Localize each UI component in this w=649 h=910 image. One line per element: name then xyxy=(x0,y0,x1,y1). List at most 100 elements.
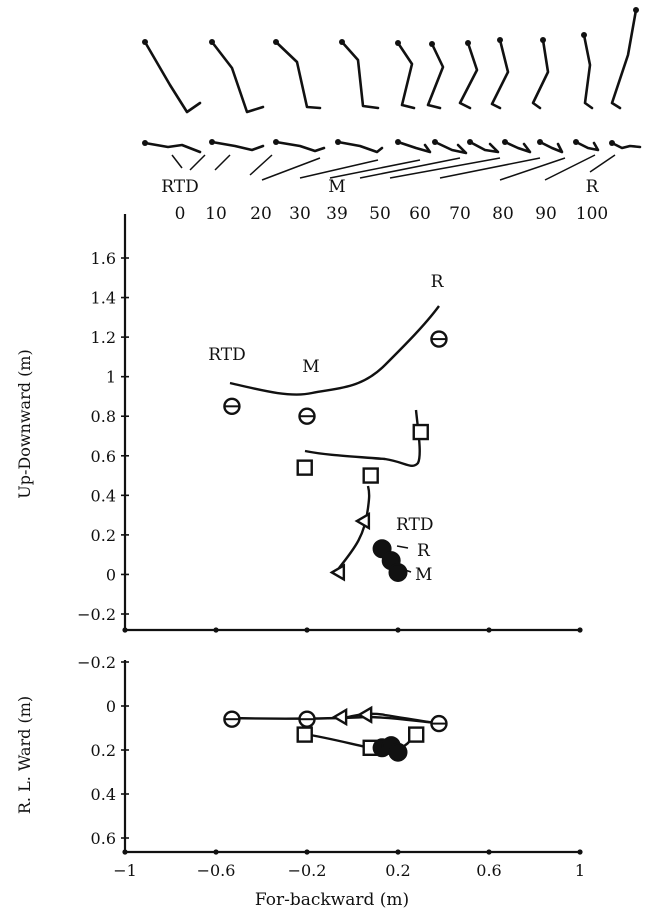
bottom-triangle-point-1 xyxy=(356,705,373,724)
stick-joint-60 xyxy=(465,40,471,46)
stick-joint-30 xyxy=(339,39,345,45)
side-joint-0 xyxy=(142,140,148,146)
bottom-ytick-label-4: 0.6 xyxy=(91,829,116,848)
side-joint-70 xyxy=(502,139,508,145)
side-stick-0 xyxy=(143,141,202,154)
stick-figure-0 xyxy=(143,40,202,114)
bottom-xtick-3 xyxy=(395,849,401,855)
side-joint-10 xyxy=(209,139,215,145)
bottom-xtick-label-5: 1 xyxy=(575,861,585,880)
bottom-xtick-4 xyxy=(486,849,492,855)
top-xtick-5 xyxy=(577,627,583,633)
annotation-m-circle: M xyxy=(302,357,319,377)
top-filled-circle-point-2 xyxy=(388,562,408,582)
top-ytick-label-0: −0.2 xyxy=(77,605,116,624)
phase-tick-70: 70 xyxy=(449,204,471,224)
side-joint-90 xyxy=(573,139,579,145)
phase-tick-100: 100 xyxy=(576,204,608,224)
top-ytick-label-3: 0.4 xyxy=(91,486,116,505)
side-joint-39 xyxy=(395,139,401,145)
side-stick-20 xyxy=(274,140,326,153)
side-stick-90 xyxy=(574,140,600,152)
stick-figure-100 xyxy=(610,8,638,110)
phase-label-m: M xyxy=(328,177,345,197)
top-ytick-label-2: 0.2 xyxy=(91,526,116,545)
top-triangle-point-1 xyxy=(354,511,371,531)
phase-tick-39: 39 xyxy=(326,204,348,224)
bottom-xtick-label-2: −0.2 xyxy=(288,861,327,880)
bottom-circle-point-1 xyxy=(298,710,316,728)
bottom-filled-circle-point-2 xyxy=(388,742,408,762)
upper-stick-row xyxy=(142,7,639,114)
up-downward-series xyxy=(223,305,448,582)
stick-figure-50 xyxy=(426,42,445,110)
annotation-r-filled: R xyxy=(417,541,431,561)
stick-joint-0 xyxy=(142,39,148,45)
stick-figure-60 xyxy=(458,41,479,110)
side-stick-10 xyxy=(210,140,265,152)
top-ytick-label-9: 1.6 xyxy=(91,249,116,268)
bottom-circle-point-0 xyxy=(223,710,241,728)
top-square-point-2 xyxy=(412,423,429,441)
bottom-xtick-1 xyxy=(213,849,219,855)
side-joint-60 xyxy=(467,139,473,145)
phase-tick-60: 60 xyxy=(409,204,431,224)
phase-tick-90: 90 xyxy=(535,204,557,224)
side-stick-100 xyxy=(610,141,642,150)
stick-figure-90 xyxy=(582,33,594,110)
top-xtick-4 xyxy=(486,627,492,633)
top-xtick-1 xyxy=(213,627,219,633)
stick-figure-70 xyxy=(490,38,510,110)
stick-joint-90 xyxy=(581,32,587,38)
annotation-r-leader xyxy=(396,545,409,549)
lower-stick-row xyxy=(142,139,642,155)
side-stick-60 xyxy=(468,140,500,154)
top-circle-point-0 xyxy=(223,397,241,416)
side-joint-50 xyxy=(432,139,438,145)
top-circle-point-2 xyxy=(430,330,448,348)
bottom-xtick-5 xyxy=(577,849,583,855)
top-square-point-1 xyxy=(362,467,379,484)
bottom-xtick-label-1: −0.6 xyxy=(197,861,236,880)
phase-tick-80: 80 xyxy=(492,204,514,224)
phase-tick-10: 10 xyxy=(205,204,227,224)
side-stick-30 xyxy=(336,140,384,154)
rl-ward-series xyxy=(223,705,448,762)
side-joint-30 xyxy=(335,139,341,145)
side-joint-100 xyxy=(609,140,615,146)
stick-figure-80 xyxy=(531,38,550,110)
stick-joint-70 xyxy=(497,37,503,43)
up-downward-x-ticks xyxy=(122,627,583,633)
top-xtick-2 xyxy=(304,627,310,633)
rl-ward-x-ticks: −1 −0.6 −0.2 0.2 0.6 1 xyxy=(113,849,585,880)
annotation-m-leader xyxy=(404,569,412,573)
top-xtick-0 xyxy=(122,627,128,633)
stick-figure-20 xyxy=(274,40,322,110)
top-triangle-point-0 xyxy=(329,563,346,582)
bottom-circle-point-2 xyxy=(430,714,448,733)
annotation-m-filled: M xyxy=(415,565,432,585)
bottom-ytick-label-1: 0 xyxy=(106,697,116,716)
square-trajectory-top xyxy=(304,409,421,467)
triangle-trajectory-bottom xyxy=(340,712,438,725)
phase-tick-20: 20 xyxy=(250,204,272,224)
bottom-triangle-point-0 xyxy=(331,707,348,727)
top-ytick-label-1: 0 xyxy=(106,565,116,584)
rl-ward-y-ticks: −0.2 0 0.2 0.4 0.6 xyxy=(77,653,129,848)
stick-joint-80 xyxy=(540,37,546,43)
stick-joint-50 xyxy=(429,41,435,47)
bottom-square-point-0 xyxy=(296,726,313,743)
stick-figure-30 xyxy=(340,40,380,110)
side-joint-80 xyxy=(537,139,543,145)
phase-label-r: R xyxy=(586,177,600,197)
annotation-rtd-filled: RTD xyxy=(396,515,433,535)
phase-tick-0: 0 xyxy=(175,204,186,224)
circle-trajectory-top xyxy=(229,305,440,396)
stick-figure-10 xyxy=(210,40,265,114)
side-stick-50 xyxy=(433,140,468,155)
phase-tick-50: 50 xyxy=(369,204,391,224)
bottom-xtick-0 xyxy=(122,849,128,855)
bottom-xtick-label-4: 0.6 xyxy=(476,861,501,880)
top-ytick-label-4: 0.6 xyxy=(91,447,116,466)
